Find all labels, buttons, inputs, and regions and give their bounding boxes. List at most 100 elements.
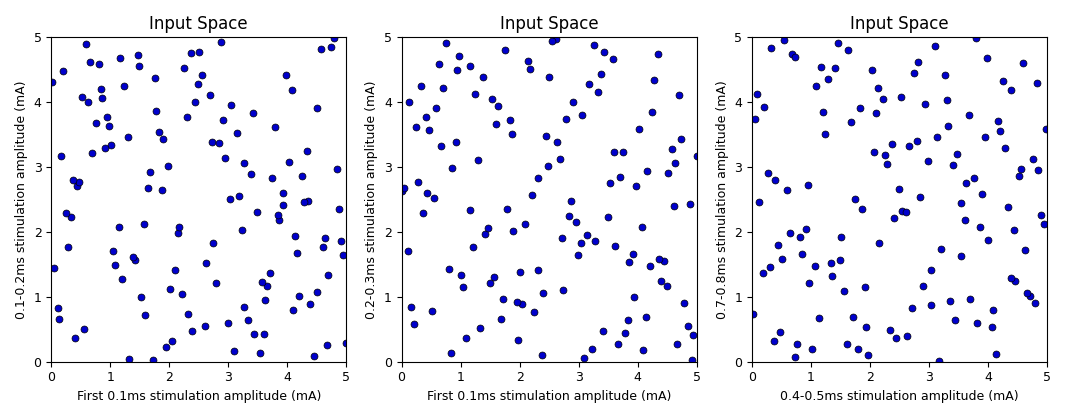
Point bbox=[1029, 79, 1046, 86]
Point bbox=[819, 76, 836, 82]
Point bbox=[393, 187, 410, 194]
Point bbox=[333, 238, 350, 245]
Point bbox=[504, 227, 521, 234]
Point bbox=[776, 37, 793, 44]
Point bbox=[595, 328, 612, 334]
Point bbox=[656, 257, 673, 264]
Point bbox=[107, 262, 124, 269]
Point bbox=[415, 210, 432, 217]
Point bbox=[295, 199, 312, 206]
Point bbox=[625, 293, 642, 300]
Point bbox=[787, 54, 804, 61]
Point bbox=[417, 113, 434, 120]
Point bbox=[254, 278, 271, 285]
Point bbox=[471, 324, 488, 331]
Point bbox=[322, 44, 339, 51]
Point bbox=[261, 270, 278, 277]
Point bbox=[793, 251, 810, 257]
Point bbox=[325, 34, 342, 41]
Point bbox=[116, 83, 133, 89]
Point bbox=[159, 163, 176, 169]
Point bbox=[558, 116, 575, 122]
Point bbox=[544, 38, 561, 45]
Point bbox=[956, 217, 973, 223]
Point bbox=[166, 267, 183, 273]
Point bbox=[748, 91, 765, 97]
Point bbox=[903, 304, 920, 311]
Point bbox=[298, 148, 316, 155]
Point bbox=[98, 114, 115, 120]
Point bbox=[822, 260, 839, 266]
Point bbox=[58, 209, 75, 216]
Point bbox=[923, 302, 940, 308]
Point bbox=[50, 315, 67, 322]
Point bbox=[266, 124, 284, 131]
Point bbox=[561, 212, 578, 219]
Point bbox=[601, 180, 618, 186]
Point bbox=[976, 134, 994, 141]
Point bbox=[401, 99, 418, 106]
Point bbox=[761, 264, 778, 270]
Point bbox=[510, 337, 527, 344]
Point bbox=[529, 175, 546, 182]
Point bbox=[781, 229, 798, 236]
Point bbox=[960, 112, 978, 119]
Point bbox=[586, 238, 603, 245]
Point bbox=[148, 108, 165, 115]
Point bbox=[831, 257, 849, 264]
Point bbox=[630, 126, 647, 133]
Point bbox=[49, 304, 66, 311]
Point bbox=[863, 66, 881, 73]
Point bbox=[76, 326, 93, 332]
Point bbox=[275, 189, 292, 196]
Point bbox=[244, 110, 261, 117]
Point bbox=[676, 300, 693, 307]
Point bbox=[419, 190, 436, 196]
Point bbox=[155, 135, 172, 142]
Point bbox=[652, 278, 669, 285]
Point bbox=[282, 87, 300, 93]
Point bbox=[136, 311, 154, 318]
Point bbox=[787, 354, 804, 361]
Point bbox=[983, 324, 1000, 330]
Point bbox=[158, 344, 175, 351]
Point bbox=[485, 274, 502, 280]
Point bbox=[233, 227, 251, 233]
Point bbox=[448, 138, 465, 145]
Point bbox=[789, 341, 806, 348]
X-axis label: 0.4-0.5ms stimulation amplitude (mA): 0.4-0.5ms stimulation amplitude (mA) bbox=[780, 390, 1019, 403]
Point bbox=[405, 321, 422, 327]
Title: Input Space: Input Space bbox=[500, 15, 598, 33]
Point bbox=[426, 194, 443, 201]
Point bbox=[1006, 227, 1023, 234]
Point bbox=[171, 224, 188, 230]
Point bbox=[517, 221, 534, 228]
Point bbox=[885, 215, 902, 222]
Point bbox=[634, 347, 651, 353]
Point bbox=[1002, 275, 1019, 281]
Point bbox=[846, 196, 863, 203]
Point bbox=[477, 230, 494, 237]
Point bbox=[784, 51, 801, 58]
Point bbox=[941, 298, 958, 304]
Point bbox=[826, 65, 843, 71]
Point bbox=[663, 145, 680, 152]
Point bbox=[684, 331, 701, 338]
Point bbox=[659, 283, 676, 290]
Point bbox=[985, 306, 1002, 313]
Point bbox=[236, 303, 253, 310]
Point bbox=[797, 225, 814, 232]
Point bbox=[1030, 166, 1047, 173]
Point bbox=[773, 255, 790, 262]
Point bbox=[906, 69, 923, 76]
Point bbox=[920, 158, 937, 164]
Point bbox=[537, 132, 554, 139]
Point bbox=[400, 247, 417, 254]
Point bbox=[413, 82, 430, 89]
Point bbox=[498, 206, 515, 212]
Point bbox=[483, 96, 500, 102]
Point bbox=[526, 309, 543, 316]
Point bbox=[666, 160, 683, 166]
X-axis label: First 0.1ms stimulation amplitude (mA): First 0.1ms stimulation amplitude (mA) bbox=[77, 390, 321, 403]
Point bbox=[242, 171, 259, 178]
